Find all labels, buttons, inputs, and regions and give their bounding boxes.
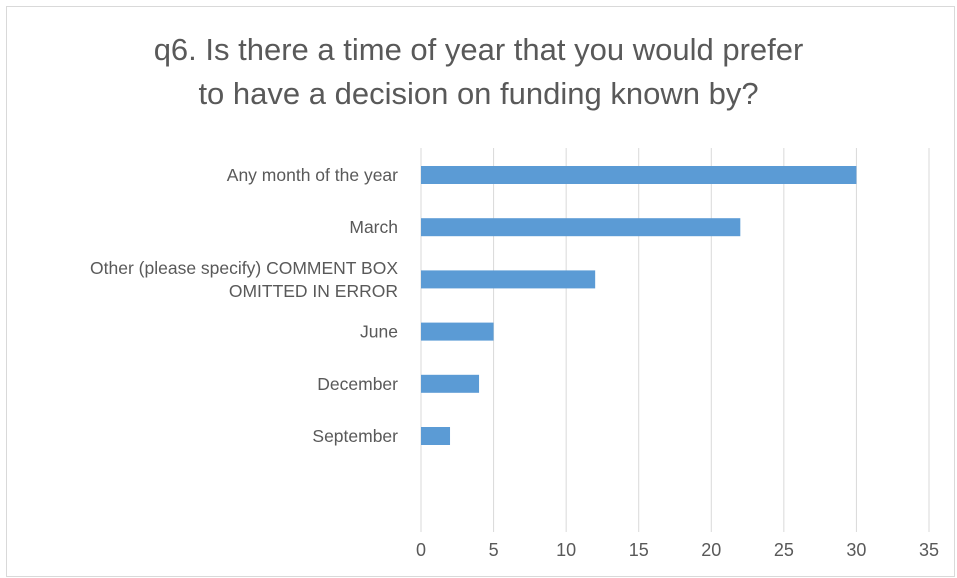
category-label: March [349, 217, 398, 237]
x-axis-tick-labels: 0 5 10 15 20 25 30 35 [416, 540, 939, 560]
chart-title-line-1: q6. Is there a time of year that you wou… [153, 32, 804, 67]
category-label: June [360, 322, 398, 342]
x-tick-label: 15 [629, 540, 649, 560]
bar [421, 218, 741, 237]
bar [421, 166, 857, 184]
bar [421, 427, 451, 445]
category-label: Other (please specify) COMMENT BOX OMITTE… [90, 258, 398, 301]
bar [421, 374, 480, 393]
category-label: September [312, 426, 398, 446]
x-tick-label: 10 [556, 540, 576, 560]
bars [421, 166, 857, 445]
x-tick-label: 25 [774, 540, 794, 560]
x-tick-label: 30 [846, 540, 866, 560]
category-label: Any month of the year [227, 165, 398, 185]
bar [421, 322, 494, 341]
chart-title-line-2: to have a decision on funding known by? [198, 76, 759, 111]
bar [421, 270, 596, 289]
gridlines [420, 148, 930, 532]
category-label: December [317, 374, 398, 394]
x-tick-label: 5 [489, 540, 499, 560]
category-labels: Any month of the year March Other (please … [90, 165, 398, 446]
x-tick-label: 35 [919, 540, 939, 560]
x-tick-label: 0 [416, 540, 426, 560]
chart-title: q6. Is there a time of year that you wou… [0, 28, 957, 116]
chart-area [6, 6, 955, 577]
x-tick-label: 20 [701, 540, 721, 560]
